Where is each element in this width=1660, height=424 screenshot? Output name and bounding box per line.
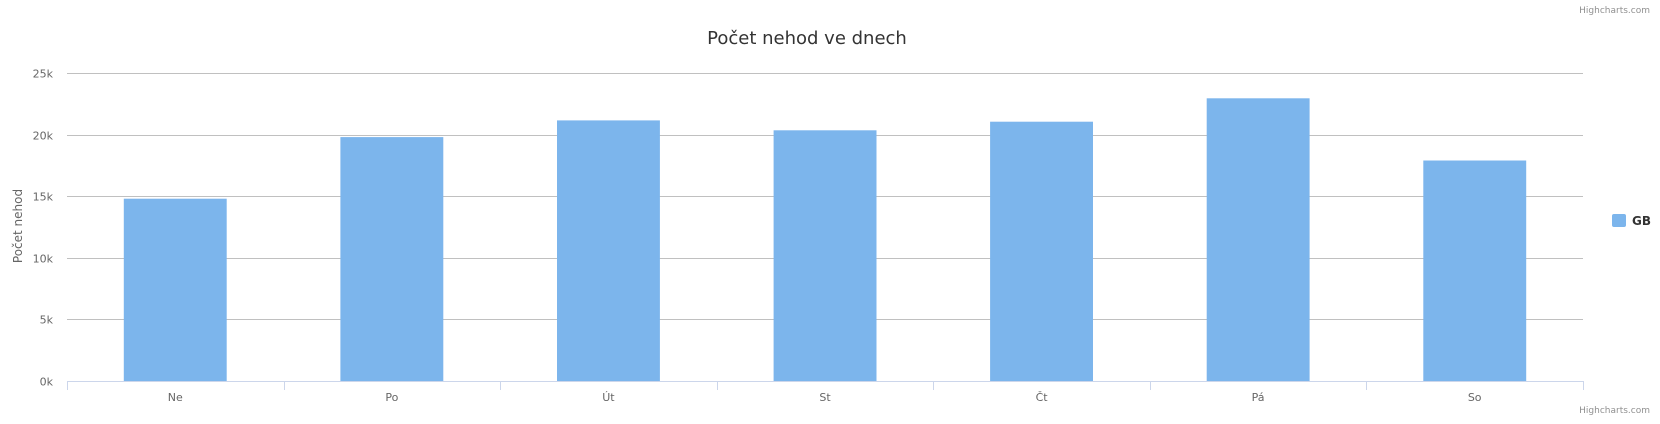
credits-link-bottom[interactable]: Highcharts.com — [1579, 406, 1650, 416]
x-tick-label: Pá — [1252, 391, 1265, 404]
x-tick-label: So — [1468, 391, 1482, 404]
chart-title: Počet nehod ve dnech — [707, 28, 907, 49]
bar-3[interactable] — [773, 130, 877, 381]
x-tick-label: Po — [385, 391, 398, 404]
y-tick-label: 0k — [40, 376, 54, 389]
legend-symbol — [1612, 214, 1626, 227]
y-axis-ticks: 0k 5k 10k 15k 20k 25k — [33, 68, 54, 389]
bar-5[interactable] — [1206, 98, 1310, 382]
bar-6[interactable] — [1423, 160, 1527, 382]
x-tick-label: Čt — [1036, 391, 1049, 404]
y-tick-label: 25k — [33, 68, 54, 81]
bar-1[interactable] — [340, 137, 444, 381]
credits-link-top[interactable]: Highcharts.com — [1579, 6, 1650, 16]
bar-4[interactable] — [990, 121, 1093, 381]
x-tick-label: Ne — [168, 391, 183, 404]
y-tick-label: 15k — [33, 191, 54, 204]
legend-label: GB — [1632, 214, 1651, 228]
x-tick-label: Út — [602, 391, 615, 404]
y-tick-label: 10k — [33, 253, 54, 266]
x-tick-label: St — [819, 391, 831, 404]
bars — [123, 98, 1527, 382]
legend[interactable]: GB — [1612, 214, 1651, 228]
y-tick-label: 5k — [40, 314, 54, 327]
bar-0[interactable] — [123, 198, 227, 381]
y-tick-label: 20k — [33, 130, 54, 143]
x-axis: Ne Po Út St Čt Pá So — [67, 381, 1584, 404]
y-axis-label: Počet nehod — [11, 189, 25, 263]
bar-2[interactable] — [557, 120, 660, 382]
